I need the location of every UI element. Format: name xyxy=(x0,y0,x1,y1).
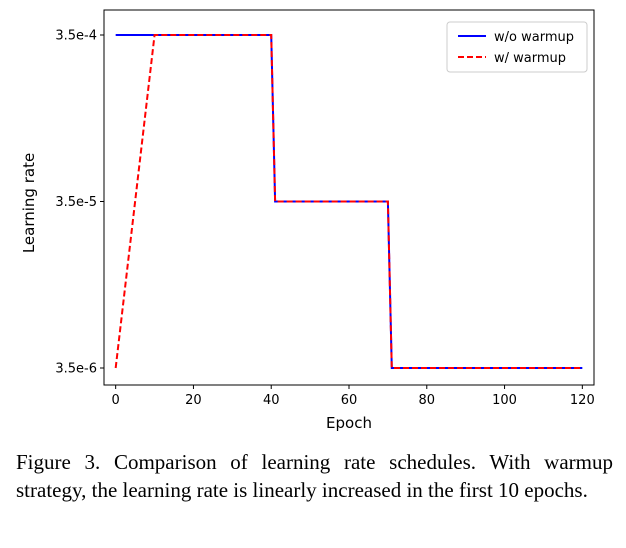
x-tick-label: 60 xyxy=(341,393,358,408)
x-tick-label: 0 xyxy=(112,393,120,408)
y-tick-label: 3.5e-5 xyxy=(55,195,97,210)
x-tick-label: 40 xyxy=(263,393,280,408)
legend-label-wo-warmup: w/o warmup xyxy=(494,30,574,45)
x-axis-title: Epoch xyxy=(326,414,372,432)
x-tick-label: 20 xyxy=(185,393,202,408)
learning-rate-chart: 0 20 40 60 80 100 120 3.5e-6 3.5e-5 3.5e-4 Epoch… xyxy=(20,9,595,432)
x-tick-label: 100 xyxy=(492,393,517,408)
x-tick-label: 80 xyxy=(419,393,436,408)
x-tick-label: 120 xyxy=(570,393,595,408)
figure-caption: Figure 3. Comparison of learning rate sc… xyxy=(16,450,613,502)
y-tick-label: 3.5e-6 xyxy=(55,362,97,377)
y-axis: 3.5e-6 3.5e-5 3.5e-4 xyxy=(55,29,104,377)
legend-label-w-warmup: w/ warmup xyxy=(494,51,566,66)
series-line-w-warmup xyxy=(114,34,583,369)
x-axis: 0 20 40 60 80 100 120 xyxy=(112,385,595,408)
series-line-wo-warmup xyxy=(115,34,583,369)
legend-box xyxy=(446,21,588,73)
legend: w/o warmup w/ warmup xyxy=(446,21,588,73)
y-axis-title: Learning rate xyxy=(20,153,38,253)
y-tick-label: 3.5e-4 xyxy=(55,29,97,44)
